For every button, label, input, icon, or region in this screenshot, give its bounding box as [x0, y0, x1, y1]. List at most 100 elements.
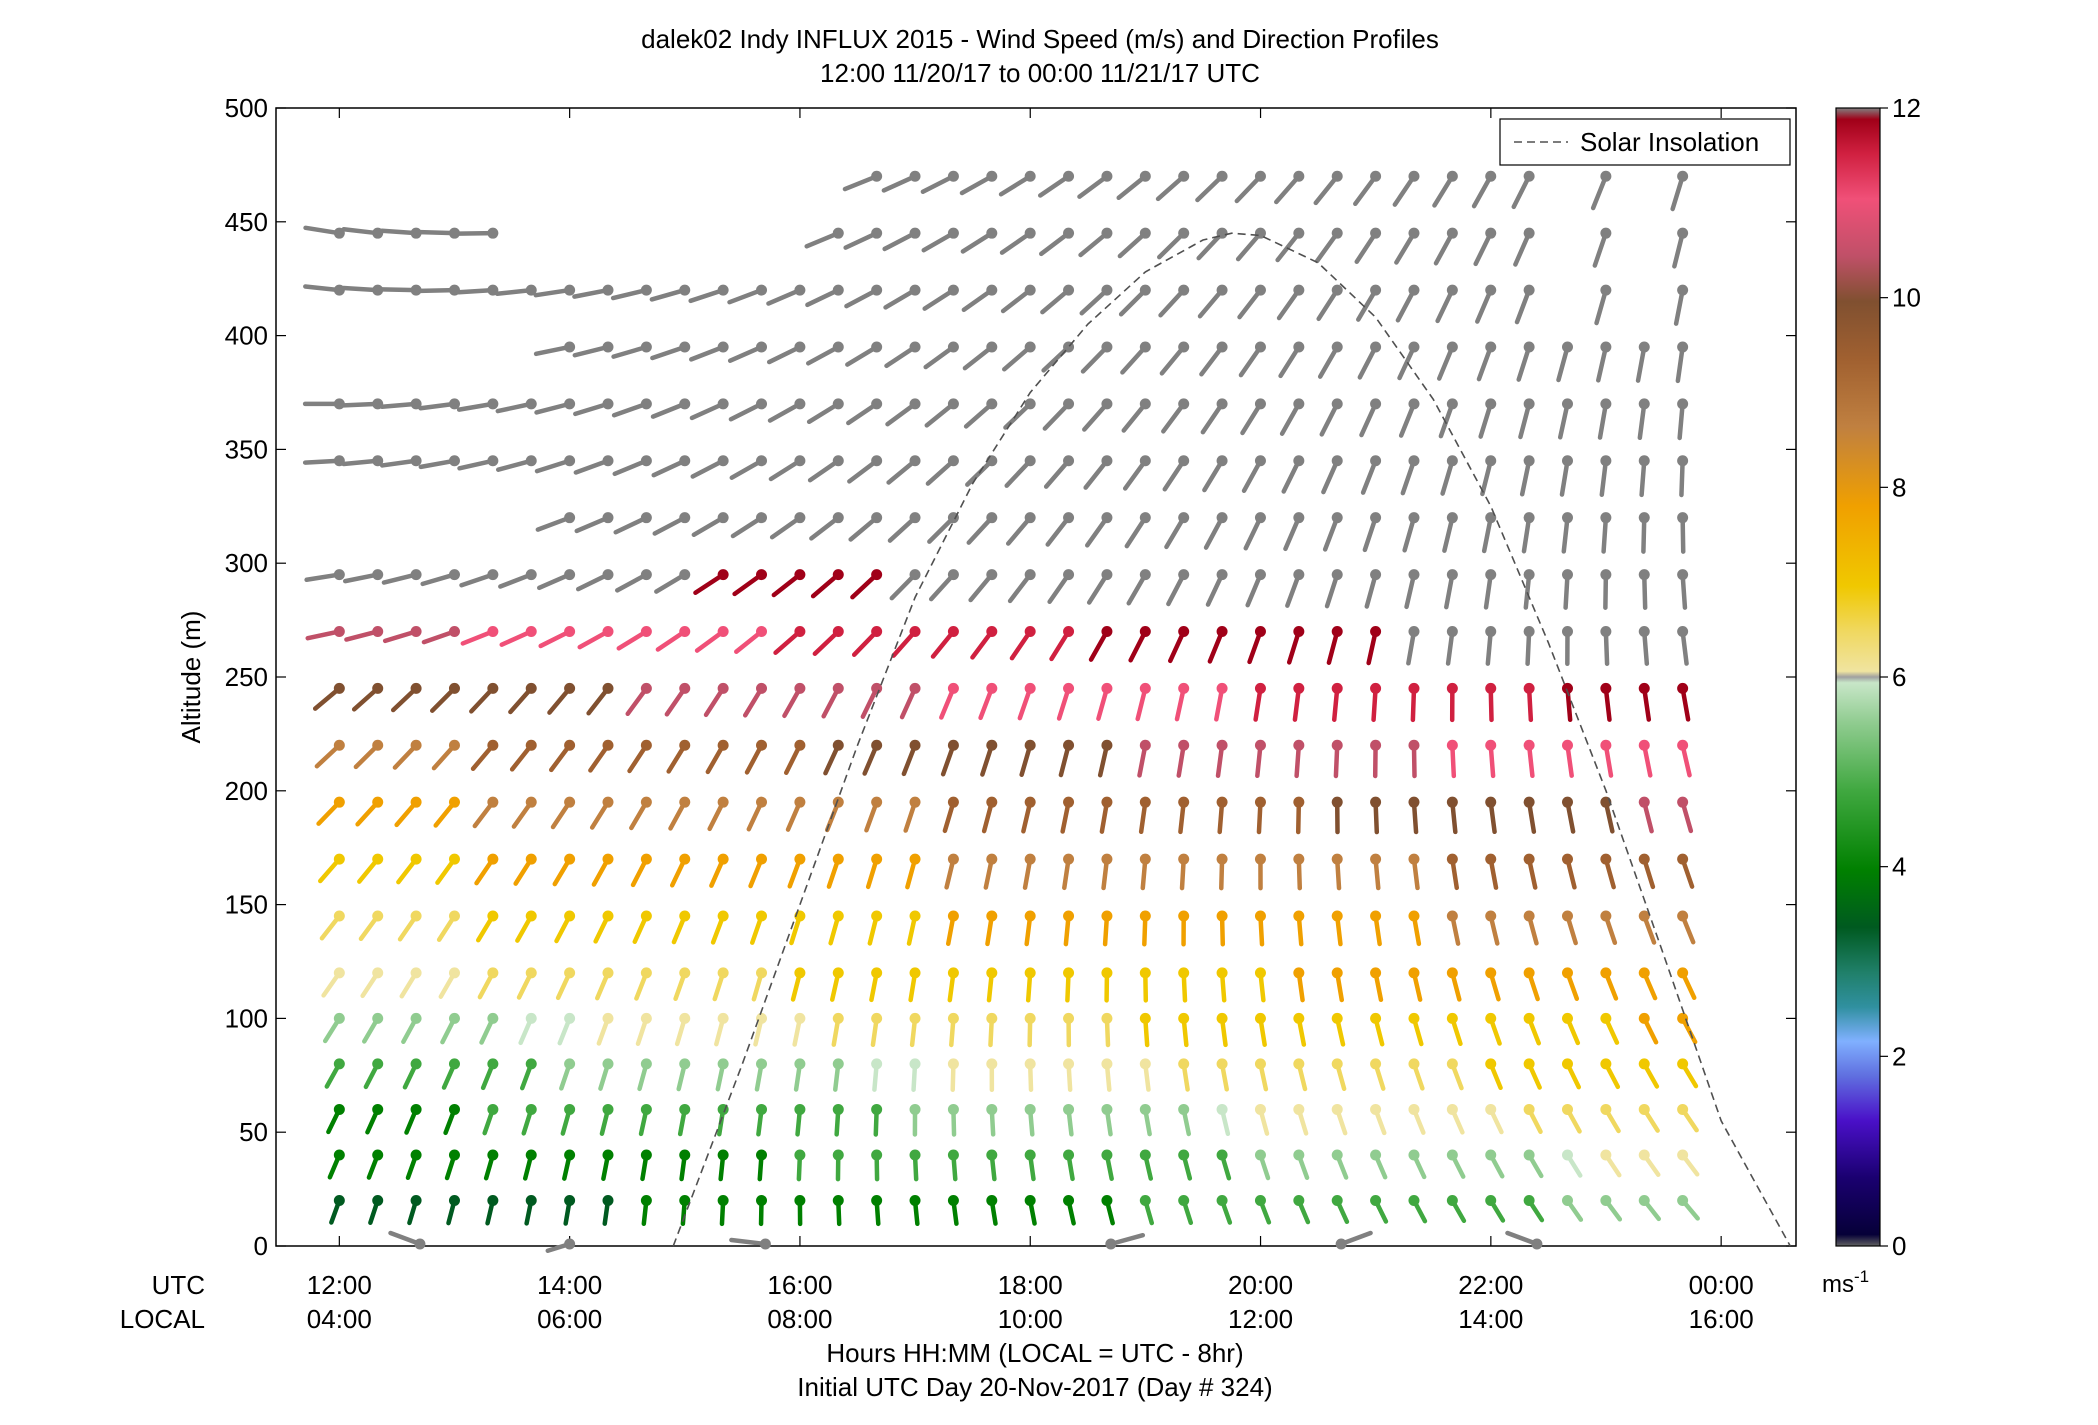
wind-barb-head	[333, 682, 345, 694]
wind-barb-head	[832, 569, 844, 581]
wind-barb-head	[525, 398, 537, 410]
wind-barb-head	[564, 512, 576, 524]
wind-barb-head	[1254, 1149, 1266, 1161]
wind-barb-shaft	[1557, 401, 1570, 440]
wind-barb-shaft	[1432, 174, 1455, 208]
wind-barb-head	[487, 1194, 499, 1206]
wind-barb-shaft	[690, 458, 726, 479]
wind-barb-head	[794, 796, 806, 808]
wind-barb-head	[1561, 341, 1573, 353]
wind-barb-head	[333, 1149, 345, 1161]
wind-barb-shaft	[1047, 572, 1071, 605]
wind-barb-head	[871, 512, 883, 524]
wind-barb-shaft	[1672, 230, 1685, 269]
wind-barb-shaft	[303, 225, 342, 236]
wind-barb-head	[487, 625, 499, 637]
wind-barb-head	[487, 455, 499, 467]
wind-barb-shaft	[1314, 230, 1340, 264]
wind-barb-head	[679, 853, 691, 865]
wind-barb-head	[1638, 1149, 1650, 1161]
wind-barb-head	[448, 853, 460, 865]
wind-barb-head	[448, 625, 460, 637]
wind-barb-head	[1024, 1058, 1036, 1070]
wind-barb-shaft	[1238, 344, 1263, 378]
wind-barb-shaft	[921, 230, 956, 253]
wind-barb-shaft	[1316, 287, 1340, 322]
wind-barb-shaft	[534, 401, 572, 415]
wind-barb-head	[487, 227, 499, 239]
wind-barb-head	[1024, 853, 1036, 865]
wind-barb-shaft	[573, 458, 611, 475]
wind-barb-shaft	[612, 458, 649, 477]
wind-barb-head	[1254, 284, 1266, 296]
wind-barb-head	[717, 398, 729, 410]
wind-barb-head	[909, 625, 921, 637]
wind-barb-shaft	[1353, 174, 1378, 207]
wind-barb-head	[1485, 569, 1497, 581]
wind-barb-head	[871, 1149, 883, 1161]
wind-barb-shaft	[1243, 515, 1263, 551]
wind-barb-head	[756, 398, 768, 410]
wind-barb-shaft	[691, 515, 726, 538]
ground-marker-head	[1531, 1238, 1543, 1250]
wind-barb-shaft	[381, 572, 419, 585]
wind-barb-shaft	[1511, 174, 1532, 210]
wind-barb-head	[1331, 739, 1343, 751]
wind-barb-head	[1101, 398, 1113, 410]
wind-barb-head	[947, 1012, 959, 1024]
wind-barb-head	[1446, 455, 1458, 467]
wind-barb-head	[1139, 910, 1151, 922]
wind-barb-shaft	[1164, 515, 1186, 550]
wind-barb-head	[909, 1103, 921, 1115]
wind-barb-shaft	[1438, 401, 1455, 439]
wind-barb-head	[1216, 284, 1228, 296]
wind-barb-shaft	[810, 572, 841, 599]
wind-barb-head	[871, 170, 883, 182]
wind-barb-head	[1216, 398, 1228, 410]
wind-barb-head	[1216, 170, 1228, 182]
wind-barb-head	[1063, 1194, 1075, 1206]
y-tick-label: 400	[225, 321, 268, 351]
wind-barb-head	[1331, 853, 1343, 865]
wind-barb-shaft	[611, 401, 649, 418]
wind-barb-shaft	[1362, 515, 1378, 553]
wind-barb-shaft	[1481, 515, 1493, 554]
wind-barb-shaft	[1245, 572, 1263, 608]
wind-barb-shaft	[613, 515, 649, 535]
wind-barb-head	[717, 796, 729, 808]
wind-barb-head	[1638, 512, 1650, 524]
wind-barb-head	[1370, 170, 1382, 182]
ground-marker-head	[759, 1238, 771, 1250]
x-axis: 12:00 04:00 14:00 06:00 16:00 08:00 18:00 10:00…	[307, 108, 1754, 1334]
wind-barb-shaft	[1000, 287, 1033, 314]
wind-barb-head	[1561, 910, 1573, 922]
y-tick-label: 350	[225, 434, 268, 464]
wind-barb-head	[410, 682, 422, 694]
wind-barb-head	[602, 1012, 614, 1024]
wind-barb-head	[1446, 625, 1458, 637]
wind-barb-head	[794, 967, 806, 979]
wind-barb-head	[1485, 625, 1497, 637]
wind-barb-head	[1331, 284, 1343, 296]
wind-barb-shaft	[848, 515, 879, 542]
wind-barb-head	[525, 1194, 537, 1206]
wind-barb-head	[1408, 1149, 1420, 1161]
wind-barb-shaft	[611, 344, 649, 359]
wind-barb-shaft	[614, 572, 649, 593]
wind-barb-head	[525, 284, 537, 296]
wind-barb-shaft	[459, 572, 496, 588]
wind-barb-shaft	[730, 515, 764, 539]
wind-barb-head	[1024, 1103, 1036, 1115]
wind-barb-head	[1408, 1012, 1420, 1024]
wind-barb-shaft	[456, 287, 496, 295]
wind-barb-head	[717, 967, 729, 979]
wind-barb-head	[640, 1194, 652, 1206]
wind-barb-head	[1063, 170, 1075, 182]
wind-barb-head	[986, 170, 998, 182]
wind-barb-head	[1677, 170, 1689, 182]
wind-barb-head	[410, 853, 422, 865]
wind-barb-head	[947, 682, 959, 694]
wind-barb-head	[564, 967, 576, 979]
wind-barb-head	[1024, 967, 1036, 979]
wind-barb-shaft	[1275, 230, 1302, 263]
